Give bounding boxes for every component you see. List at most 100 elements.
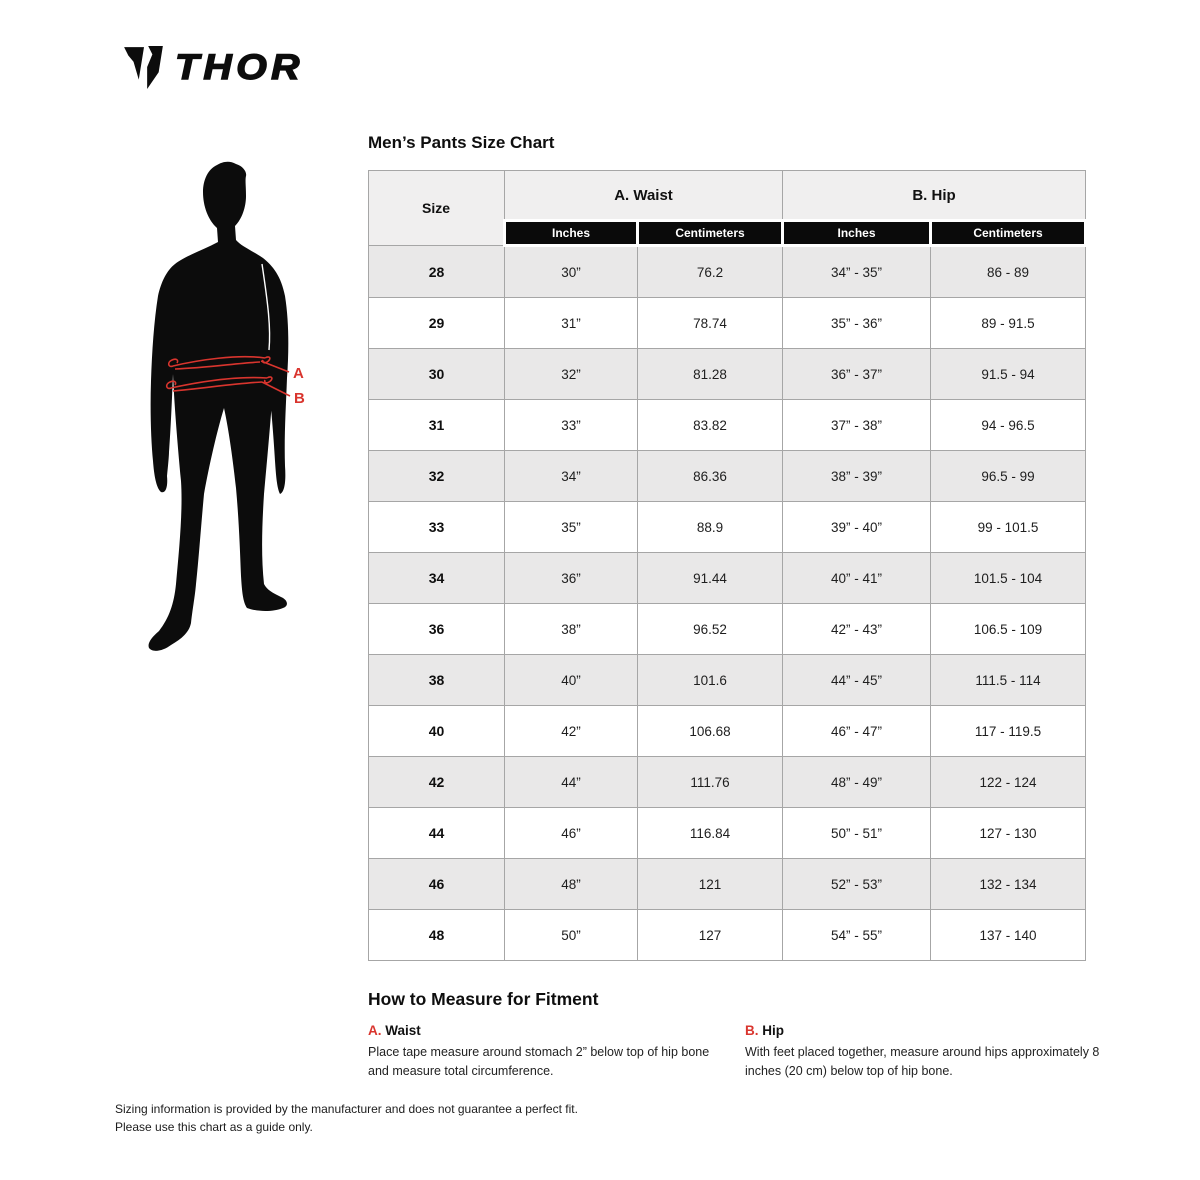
cell-size: 29: [368, 297, 505, 349]
cell-hip-cm: 101.5 - 104: [930, 552, 1086, 604]
waist-name: Waist: [385, 1023, 421, 1038]
size-table-body: 28 30” 76.2 34” - 35” 86 - 89 29 31” 78.74 35” -…: [368, 245, 1086, 961]
cell-size: 30: [368, 348, 505, 400]
size-table: Size A. Waist B. Hip Inches Centimeters …: [368, 170, 1087, 961]
cell-waist-cm: 78.74: [637, 297, 783, 349]
cell-waist-cm: 111.76: [637, 756, 783, 808]
table-row: 46 48” 121 52” - 53” 132 - 134: [368, 858, 1086, 910]
cell-waist-in: 44”: [504, 756, 638, 808]
cell-waist-cm: 101.6: [637, 654, 783, 706]
table-row: 36 38” 96.52 42” - 43” 106.5 - 109: [368, 603, 1086, 655]
thor-wordmark: THOR: [174, 47, 304, 87]
measure-label-a: A: [293, 365, 304, 382]
cell-waist-in: 40”: [504, 654, 638, 706]
cell-waist-in: 48”: [504, 858, 638, 910]
cell-size: 42: [368, 756, 505, 808]
cell-waist-in: 46”: [504, 807, 638, 859]
cell-hip-in: 48” - 49”: [782, 756, 931, 808]
page-title: Men’s Pants Size Chart: [368, 133, 555, 152]
cell-hip-in: 50” - 51”: [782, 807, 931, 859]
thor-logo-icon: [123, 45, 165, 89]
cell-hip-cm: 132 - 134: [930, 858, 1086, 910]
cell-size: 40: [368, 705, 505, 757]
hip-measure-line: [165, 376, 291, 397]
table-row: 33 35” 88.9 39” - 40” 99 - 101.5: [368, 501, 1086, 553]
cell-hip-in: 44” - 45”: [782, 654, 931, 706]
hip-centimeters-header: Centimeters: [929, 219, 1087, 247]
brand-logo: THOR: [123, 45, 300, 89]
cell-hip-cm: 122 - 124: [930, 756, 1086, 808]
table-row: 44 46” 116.84 50” - 51” 127 - 130: [368, 807, 1086, 859]
cell-size: 31: [368, 399, 505, 451]
cell-size: 44: [368, 807, 505, 859]
cell-waist-in: 30”: [504, 245, 638, 298]
measure-instructions-waist: A. Waist Place tape measure around stoma…: [368, 1023, 730, 1082]
cell-waist-in: 36”: [504, 552, 638, 604]
table-row: 38 40” 101.6 44” - 45” 111.5 - 114: [368, 654, 1086, 706]
hip-group-header: B. Hip: [782, 170, 1086, 221]
table-row: 30 32” 81.28 36” - 37” 91.5 - 94: [368, 348, 1086, 400]
hip-instruction-text: With feet placed together, measure aroun…: [745, 1045, 1100, 1079]
cell-waist-cm: 91.44: [637, 552, 783, 604]
sizing-disclaimer: Sizing information is provided by the ma…: [115, 1100, 578, 1136]
cell-size: 36: [368, 603, 505, 655]
table-row: 31 33” 83.82 37” - 38” 94 - 96.5: [368, 399, 1086, 451]
cell-hip-cm: 127 - 130: [930, 807, 1086, 859]
waist-measure-line: [167, 355, 290, 373]
cell-hip-cm: 117 - 119.5: [930, 705, 1086, 757]
cell-waist-cm: 81.28: [637, 348, 783, 400]
cell-waist-in: 35”: [504, 501, 638, 553]
cell-hip-in: 46” - 47”: [782, 705, 931, 757]
cell-waist-cm: 116.84: [637, 807, 783, 859]
cell-hip-cm: 99 - 101.5: [930, 501, 1086, 553]
cell-waist-in: 38”: [504, 603, 638, 655]
hip-subheading: B. Hip: [745, 1023, 1117, 1038]
cell-waist-in: 42”: [504, 705, 638, 757]
table-row: 40 42” 106.68 46” - 47” 117 - 119.5: [368, 705, 1086, 757]
table-row: 29 31” 78.74 35” - 36” 89 - 91.5: [368, 297, 1086, 349]
disclaimer-line-1: Sizing information is provided by the ma…: [115, 1102, 578, 1116]
hip-letter: B.: [745, 1023, 759, 1038]
cell-waist-cm: 76.2: [637, 245, 783, 298]
cell-size: 32: [368, 450, 505, 502]
cell-hip-in: 54” - 55”: [782, 909, 931, 961]
male-silhouette-graphic: A B: [148, 161, 305, 651]
unit-header-row: Inches Centimeters Inches Centimeters: [369, 219, 1087, 247]
cell-hip-in: 39” - 40”: [782, 501, 931, 553]
cell-hip-cm: 89 - 91.5: [930, 297, 1086, 349]
waist-inches-header: Inches: [503, 219, 639, 247]
cell-waist-cm: 127: [637, 909, 783, 961]
measure-label-b: B: [294, 390, 305, 407]
arm-torso-gap-line: [261, 263, 271, 351]
cell-hip-in: 38” - 39”: [782, 450, 931, 502]
waist-letter: A.: [368, 1023, 382, 1038]
cell-waist-in: 50”: [504, 909, 638, 961]
cell-size: 34: [368, 552, 505, 604]
waist-centimeters-header: Centimeters: [636, 219, 784, 247]
disclaimer-line-2: Please use this chart as a guide only.: [115, 1120, 313, 1134]
body-silhouette: [148, 161, 289, 651]
cell-hip-cm: 91.5 - 94: [930, 348, 1086, 400]
cell-hip-in: 42” - 43”: [782, 603, 931, 655]
cell-waist-in: 34”: [504, 450, 638, 502]
cell-waist-cm: 83.82: [637, 399, 783, 451]
cell-waist-cm: 88.9: [637, 501, 783, 553]
cell-hip-in: 34” - 35”: [782, 245, 931, 298]
cell-hip-cm: 86 - 89: [930, 245, 1086, 298]
table-row: 34 36” 91.44 40” - 41” 101.5 - 104: [368, 552, 1086, 604]
waist-instruction-text: Place tape measure around stomach 2” bel…: [368, 1045, 710, 1079]
cell-waist-cm: 121: [637, 858, 783, 910]
group-header-row: Size A. Waist B. Hip: [368, 170, 1086, 246]
cell-size: 33: [368, 501, 505, 553]
table-row: 28 30” 76.2 34” - 35” 86 - 89: [368, 245, 1086, 298]
cell-hip-cm: 94 - 96.5: [930, 399, 1086, 451]
cell-waist-cm: 86.36: [637, 450, 783, 502]
cell-hip-in: 35” - 36”: [782, 297, 931, 349]
cell-hip-in: 37” - 38”: [782, 399, 931, 451]
cell-size: 48: [368, 909, 505, 961]
size-column-header: Size: [368, 170, 505, 246]
cell-hip-cm: 96.5 - 99: [930, 450, 1086, 502]
hip-name: Hip: [762, 1023, 785, 1038]
table-row: 32 34” 86.36 38” - 39” 96.5 - 99: [368, 450, 1086, 502]
